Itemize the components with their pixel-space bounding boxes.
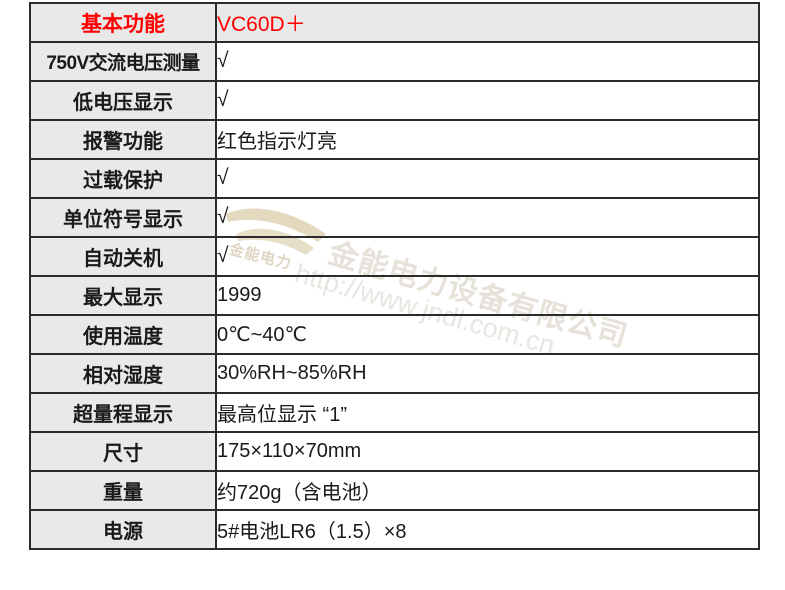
row-label-cell: 自动关机 [29, 236, 217, 277]
row-value-cell: √ [215, 41, 760, 82]
row-value-cell: 30%RH~85%RH [215, 353, 760, 394]
row-label-cell: 尺寸 [29, 431, 217, 472]
row-value-cell: 红色指示灯亮 [215, 119, 760, 160]
table-row: 过载保护 √ [29, 158, 760, 199]
checkmark-icon: √ [217, 205, 229, 228]
row-value-cell: 175×110×70mm [215, 431, 760, 472]
specification-table-body: 基本功能 VC60D＋ 750V交流电压测量 √ 低电压显示 √ 报警功能 红色指示灯亮过… [29, 2, 760, 550]
table-row: 自动关机 √ [29, 236, 760, 277]
table-row: 电源 5#电池LR6（1.5）×8 [29, 509, 760, 550]
checkmark-icon: √ [217, 244, 229, 267]
row-label-cell: 相对湿度 [29, 353, 217, 394]
row-value-cell: √ [215, 80, 760, 121]
row-label-cell: 电源 [29, 509, 217, 550]
table-row: 超量程显示 最高位显示 “1” [29, 392, 760, 433]
table-header-row: 基本功能 VC60D＋ [29, 2, 760, 43]
row-label-cell: 过载保护 [29, 158, 217, 199]
table-row: 750V交流电压测量 √ [29, 41, 760, 82]
checkmark-icon: √ [217, 49, 229, 72]
row-label-cell: 低电压显示 [29, 80, 217, 121]
specification-table: 基本功能 VC60D＋ 750V交流电压测量 √ 低电压显示 √ 报警功能 红色指示灯亮过… [29, 2, 760, 550]
row-value-cell: 最高位显示 “1” [215, 392, 760, 433]
row-value-cell: √ [215, 197, 760, 238]
table-row: 尺寸 175×110×70mm [29, 431, 760, 472]
row-label-cell: 最大显示 [29, 275, 217, 316]
header-label-cell: 基本功能 [29, 2, 217, 43]
row-label-cell: 报警功能 [29, 119, 217, 160]
checkmark-icon: √ [217, 166, 229, 189]
row-value-cell: √ [215, 158, 760, 199]
row-value-cell: 5#电池LR6（1.5）×8 [215, 509, 760, 550]
table-row: 最大显示 1999 [29, 275, 760, 316]
spec-table-container: 基本功能 VC60D＋ 750V交流电压测量 √ 低电压显示 √ 报警功能 红色指示灯亮过… [29, 2, 760, 550]
table-row: 单位符号显示 √ [29, 197, 760, 238]
row-label-cell: 使用温度 [29, 314, 217, 355]
row-value-cell: 1999 [215, 275, 760, 316]
row-label-cell: 超量程显示 [29, 392, 217, 433]
table-row: 使用温度 0℃~40℃ [29, 314, 760, 355]
header-value-cell: VC60D＋ [215, 2, 760, 43]
row-label-cell: 750V交流电压测量 [29, 41, 217, 82]
checkmark-icon: √ [217, 88, 229, 111]
row-value-cell: 约720g（含电池） [215, 470, 760, 511]
table-row: 相对湿度 30%RH~85%RH [29, 353, 760, 394]
table-row: 低电压显示 √ [29, 80, 760, 121]
table-row: 重量 约720g（含电池） [29, 470, 760, 511]
row-label-cell: 重量 [29, 470, 217, 511]
row-label-cell: 单位符号显示 [29, 197, 217, 238]
table-row: 报警功能 红色指示灯亮 [29, 119, 760, 160]
row-value-cell: 0℃~40℃ [215, 314, 760, 355]
row-value-cell: √ [215, 236, 760, 277]
